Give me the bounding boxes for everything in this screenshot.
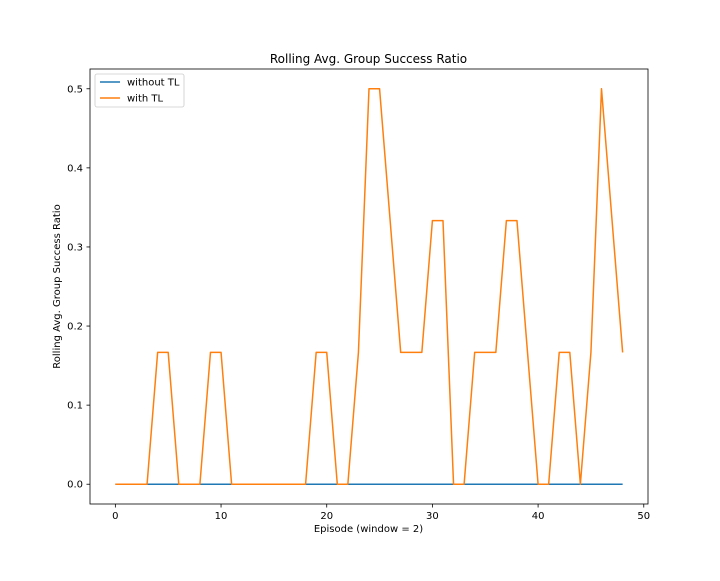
y-tick-label: 0.4 [67,163,83,174]
plot-area [89,68,649,505]
y-axis-label: Rolling Avg. Group Success Ratio [52,204,63,368]
x-tick-label: 20 [320,511,333,522]
legend: without TL with TL [94,73,185,108]
y-axis-ticks: 0.0 0.1 0.2 0.3 0.4 0.5 [67,84,90,491]
y-tick-label: 0.0 [67,480,83,491]
x-tick-label: 50 [637,511,650,522]
x-axis-label: Episode (window = 2) [314,524,423,535]
legend-label-1: with TL [127,94,164,105]
y-tick-label: 0.2 [67,322,83,333]
x-tick-label: 40 [532,511,545,522]
x-tick-label: 30 [426,511,439,522]
legend-label-0: without TL [127,78,180,89]
chart-title: Rolling Avg. Group Success Ratio [270,52,467,66]
x-tick-label: 0 [112,511,118,522]
axes-frame [89,68,649,505]
series-line-1 [115,88,624,485]
y-tick-label: 0.1 [67,401,83,412]
y-tick-label: 0.3 [67,242,83,253]
y-tick-label: 0.5 [67,84,83,95]
x-tick-label: 10 [215,511,228,522]
x-axis-ticks: 0 10 20 30 40 50 [112,504,650,522]
